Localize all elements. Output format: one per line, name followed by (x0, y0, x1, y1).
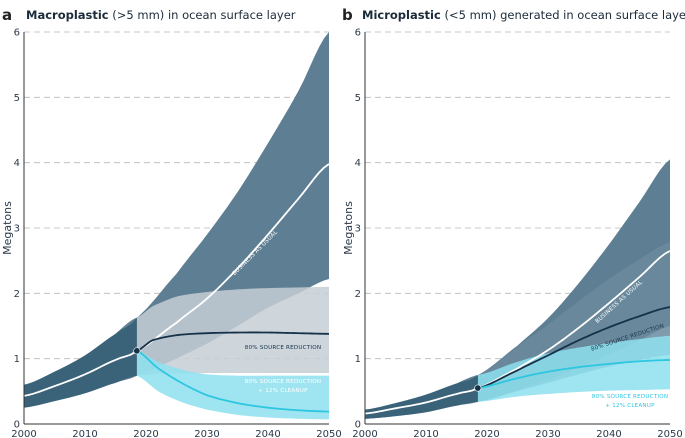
annotation-source-reduction: 80% SOURCE REDUCTION (245, 345, 321, 351)
x-tick-label: 2050 (316, 429, 341, 438)
panel-letter: b (342, 6, 353, 24)
line-source-reduction (477, 306, 670, 389)
x-tick-label: 2000 (11, 429, 36, 438)
panel-a: 0 1 2 3 4 5 6 2000 2010 2020 2030 2040 2050 Megatons a… (1, 6, 342, 438)
band-historical (24, 317, 137, 408)
line-source-reduction-cleanup (136, 350, 329, 413)
y-tick-label: 2 (14, 289, 20, 300)
branch-point-marker (133, 347, 141, 355)
y-axis-label: Megatons (342, 201, 355, 255)
y-tick-label: 1 (14, 354, 20, 365)
chart-title: Macroplastic (>5 mm) in ocean surface la… (26, 8, 296, 22)
chart-title-rest: (>5 mm) in ocean surface layer (109, 8, 296, 22)
annotation-cleanup-line2: + 12% CLEANUP (258, 388, 308, 394)
line-source-reduction-cleanup (477, 359, 670, 389)
y-tick-label: 4 (14, 158, 20, 169)
y-tick-label: 3 (355, 224, 361, 235)
panel-letter: a (2, 6, 12, 24)
line-business-as-usual (24, 163, 329, 397)
line-source-reduction (136, 331, 329, 352)
y-tick-label: 4 (355, 158, 361, 169)
x-tick-label: 2000 (352, 429, 377, 438)
chart-title-bold: Microplastic (362, 8, 441, 22)
x-tick-label: 2040 (255, 429, 280, 438)
branch-point-marker (474, 384, 482, 392)
y-tick-label: 1 (355, 354, 361, 365)
line-business-as-usual (365, 250, 670, 415)
annotation-cleanup-line1: 80% SOURCE REDUCTION (245, 379, 321, 385)
y-tick-label: 5 (355, 93, 361, 104)
x-tick-label: 2040 (596, 429, 621, 438)
y-tick-label: 0 (14, 420, 20, 431)
y-tick-label: 6 (355, 28, 361, 39)
band-historical (365, 375, 478, 419)
chart-title: Microplastic (<5 mm) generated in ocean … (362, 8, 685, 22)
band-source-reduction-cleanup (136, 350, 329, 420)
y-tick-label: 3 (14, 224, 20, 235)
x-tick-label: 2020 (474, 429, 499, 438)
x-tick-label: 2030 (535, 429, 560, 438)
chart-title-bold: Macroplastic (26, 8, 109, 22)
x-tick-label: 2020 (133, 429, 158, 438)
x-tick-label: 2010 (413, 429, 438, 438)
band-source-reduction-cleanup (477, 335, 670, 402)
x-tick-label: 2010 (72, 429, 97, 438)
y-tick-label: 2 (355, 289, 361, 300)
chart-title-rest: (<5 mm) generated in ocean surface layer (441, 8, 685, 22)
y-tick-label: 6 (14, 28, 20, 39)
band-source-reduction (136, 286, 329, 376)
y-tick-label: 0 (355, 420, 361, 431)
x-tick-label: 2050 (657, 429, 682, 438)
y-axis-label: Megatons (1, 201, 14, 255)
annotation-cleanup-line2: + 12% CLEANUP (605, 403, 655, 409)
y-tick-label: 5 (14, 93, 20, 104)
annotation-cleanup-line1: 80% SOURCE REDUCTION (592, 394, 668, 400)
panel-b: 0 1 2 3 4 5 6 2000 2010 2020 2030 2040 2050 Megatons b… (342, 6, 685, 438)
x-tick-label: 2030 (194, 429, 219, 438)
